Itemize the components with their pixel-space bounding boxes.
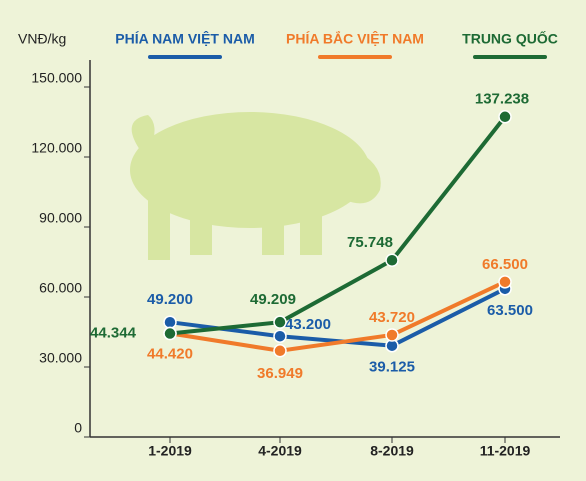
data-point xyxy=(163,326,177,341)
data-label: 39.125 xyxy=(369,359,415,376)
legend-label: TRUNG QUỐC xyxy=(462,30,558,47)
data-label: 43.200 xyxy=(285,316,331,333)
data-point xyxy=(498,275,512,289)
x-tick-label: 4-2019 xyxy=(258,443,302,459)
data-point xyxy=(163,315,177,329)
legend-label: PHÍA NAM VIỆT NAM xyxy=(115,30,254,47)
data-label: 36.949 xyxy=(257,365,303,382)
y-tick-label: 120.000 xyxy=(31,140,82,156)
data-label: 63.500 xyxy=(487,302,533,319)
data-point xyxy=(273,329,287,343)
data-label: 66.500 xyxy=(482,256,528,273)
pig-silhouette xyxy=(130,112,381,260)
y-tick-label: 0 xyxy=(74,420,82,436)
x-tick-label: 1-2019 xyxy=(148,443,192,459)
y-tick-label: 60.000 xyxy=(39,280,82,296)
data-label: 75.748 xyxy=(347,234,393,251)
data-label: 44.344 xyxy=(90,324,137,341)
y-unit-label: VNĐ/kg xyxy=(18,31,66,47)
y-tick-label: 150.000 xyxy=(31,70,82,86)
data-point xyxy=(498,110,512,124)
data-label: 43.720 xyxy=(369,309,415,326)
x-tick-label: 11-2019 xyxy=(480,443,531,459)
y-tick-label: 30.000 xyxy=(39,350,82,366)
data-point xyxy=(385,253,399,268)
legend-label: PHÍA BẮC VIỆT NAM xyxy=(286,30,424,47)
series-line xyxy=(169,115,507,336)
data-point xyxy=(273,344,287,358)
series-line xyxy=(169,280,506,353)
x-tick-label: 8-2019 xyxy=(370,443,414,459)
data-label: 49.200 xyxy=(147,291,193,308)
data-point xyxy=(385,328,399,342)
data-label: 44.420 xyxy=(147,345,193,362)
data-label: 137.238 xyxy=(475,91,529,108)
y-tick-label: 90.000 xyxy=(39,210,82,226)
series-line xyxy=(169,287,506,348)
data-point xyxy=(273,315,287,329)
data-label: 49.209 xyxy=(250,291,296,308)
